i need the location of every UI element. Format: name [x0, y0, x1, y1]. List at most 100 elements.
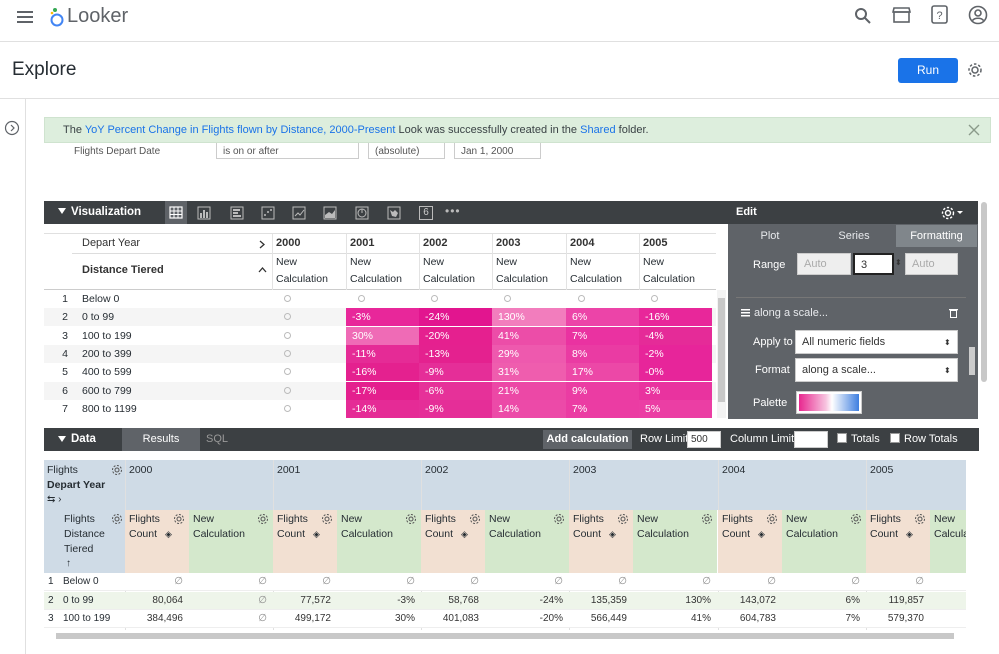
column-chart-icon[interactable]	[197, 206, 211, 220]
hidden-eye-icon[interactable]: ◈	[165, 529, 172, 539]
vis-row-tier: 200 to 399	[82, 347, 132, 360]
map-icon[interactable]	[387, 206, 401, 220]
apply-to-select[interactable]: All numeric fields	[795, 330, 958, 354]
hidden-eye-icon[interactable]: ◈	[758, 529, 765, 539]
new-calculation-label: New	[489, 513, 511, 525]
vis-scrollbar-thumb[interactable]	[718, 298, 725, 402]
range-max-input[interactable]: Auto	[905, 253, 958, 275]
tab-plot[interactable]: Plot	[760, 230, 780, 242]
account-icon[interactable]	[968, 5, 988, 25]
tab-series[interactable]: Series	[838, 230, 870, 242]
data-year-header: 2001	[277, 464, 301, 476]
add-calculation-button[interactable]: Add calculation	[543, 430, 632, 449]
dimension-gear-icon[interactable]	[111, 513, 123, 525]
data-cell: 58,768	[448, 594, 479, 606]
data-row-tier: 0 to 99	[63, 594, 94, 606]
filter-operator-select[interactable]: is on or after	[216, 143, 359, 159]
column-gear-icon[interactable]	[173, 513, 185, 525]
column-gear-icon[interactable]	[617, 513, 629, 525]
table-icon[interactable]	[165, 201, 187, 224]
palette-swatch[interactable]	[796, 391, 862, 414]
hidden-eye-icon[interactable]: ◈	[461, 529, 468, 539]
vis-cell	[272, 363, 345, 381]
more-icon[interactable]: •••	[445, 204, 461, 218]
banner-look-link[interactable]: YoY Percent Change in Flights flown by D…	[84, 124, 396, 136]
expand-panel-icon[interactable]	[4, 120, 20, 136]
row-totals-checkbox-box[interactable]	[890, 433, 900, 443]
banner-folder-link[interactable]: Shared	[580, 124, 616, 136]
tab-formatting[interactable]: Formatting	[896, 225, 977, 247]
stepper-icon[interactable]: ⬍	[895, 258, 902, 267]
filter-mode-select[interactable]: (absolute)	[368, 143, 445, 159]
format-label: Format	[755, 364, 790, 376]
column-limit-input[interactable]	[794, 431, 828, 448]
range-min-input[interactable]: Auto	[797, 253, 851, 275]
null-icon	[284, 386, 291, 394]
collapse-data-icon[interactable]	[58, 435, 66, 443]
vis-row-tier: 400 to 599	[82, 366, 132, 379]
search-icon[interactable]	[854, 7, 872, 25]
page-scrollbar[interactable]	[980, 152, 988, 622]
scatter-icon[interactable]	[261, 206, 275, 220]
bar-chart-icon[interactable]	[230, 206, 244, 220]
hamburger-icon[interactable]	[17, 9, 35, 25]
new-calculation-label: Calcula	[934, 528, 966, 540]
data-hscrollbar[interactable]	[44, 631, 966, 640]
trash-icon[interactable]	[949, 308, 958, 318]
totals-checkbox[interactable]: Totals	[837, 433, 880, 445]
column-gear-icon[interactable]	[553, 513, 565, 525]
run-button[interactable]: Run	[898, 58, 958, 83]
column-gear-icon[interactable]	[850, 513, 862, 525]
edit-settings-icon[interactable]	[940, 205, 966, 221]
sort-asc-icon[interactable]	[258, 267, 267, 273]
tab-results[interactable]: Results	[122, 428, 200, 451]
line-icon[interactable]	[292, 206, 306, 220]
vis-measure-header: Calculation	[423, 273, 475, 285]
new-calculation-label: New	[193, 513, 215, 525]
hidden-eye-icon[interactable]: ◈	[906, 529, 913, 539]
sort-up-icon[interactable]: ↑	[66, 558, 71, 569]
column-gear-icon[interactable]	[469, 513, 481, 525]
pivot-gear-icon[interactable]	[111, 464, 123, 476]
flights-count-label: Count	[722, 528, 751, 540]
row-totals-label: Row Totals	[904, 433, 958, 445]
area-icon[interactable]	[323, 206, 337, 220]
tab-sql[interactable]: SQL	[206, 433, 229, 445]
vis-divider	[44, 233, 716, 234]
hidden-eye-icon[interactable]: ◈	[609, 529, 616, 539]
edit-scrollbar[interactable]	[968, 247, 976, 417]
chevron-right-icon[interactable]	[259, 240, 265, 249]
range-mid-input[interactable]: 3	[853, 253, 894, 275]
pie-icon[interactable]	[355, 206, 369, 220]
dimension-header-label: Distance	[64, 528, 105, 540]
rule-label[interactable]: along a scale...	[754, 307, 828, 319]
column-gear-icon[interactable]	[257, 513, 269, 525]
flights-count-label: Count	[573, 528, 602, 540]
format-select[interactable]: along a scale...	[795, 358, 958, 382]
vis-scrollbar[interactable]	[717, 290, 726, 418]
gear-icon[interactable]	[967, 62, 983, 78]
vis-cell: 6%	[566, 308, 639, 327]
totals-checkbox-box[interactable]	[837, 433, 847, 443]
column-gear-icon[interactable]	[914, 513, 926, 525]
vis-row-number: 1	[62, 293, 68, 305]
data-hscrollbar-thumb[interactable]	[56, 633, 954, 639]
looker-logo-icon[interactable]	[49, 5, 65, 29]
column-gear-icon[interactable]	[701, 513, 713, 525]
close-icon[interactable]	[968, 124, 980, 136]
page-scrollbar-thumb[interactable]	[981, 202, 987, 382]
column-gear-icon[interactable]	[321, 513, 333, 525]
collapse-visualization-icon[interactable]	[58, 207, 66, 215]
filter-date-input[interactable]: Jan 1, 2000	[454, 143, 541, 159]
hidden-eye-icon[interactable]: ◈	[313, 529, 320, 539]
edit-scrollbar-thumb[interactable]	[969, 347, 975, 375]
single-value-icon[interactable]: 6	[419, 206, 433, 220]
column-gear-icon[interactable]	[766, 513, 778, 525]
column-gear-icon[interactable]	[405, 513, 417, 525]
row-limit-input[interactable]: 500	[687, 431, 721, 448]
pivot-sort-icon[interactable]: ⇆ ›	[47, 494, 62, 505]
marketplace-icon[interactable]	[892, 6, 912, 24]
row-totals-checkbox[interactable]: Row Totals	[890, 433, 958, 445]
drag-handle-icon[interactable]	[741, 309, 750, 317]
help-icon[interactable]: ?	[931, 5, 949, 25]
